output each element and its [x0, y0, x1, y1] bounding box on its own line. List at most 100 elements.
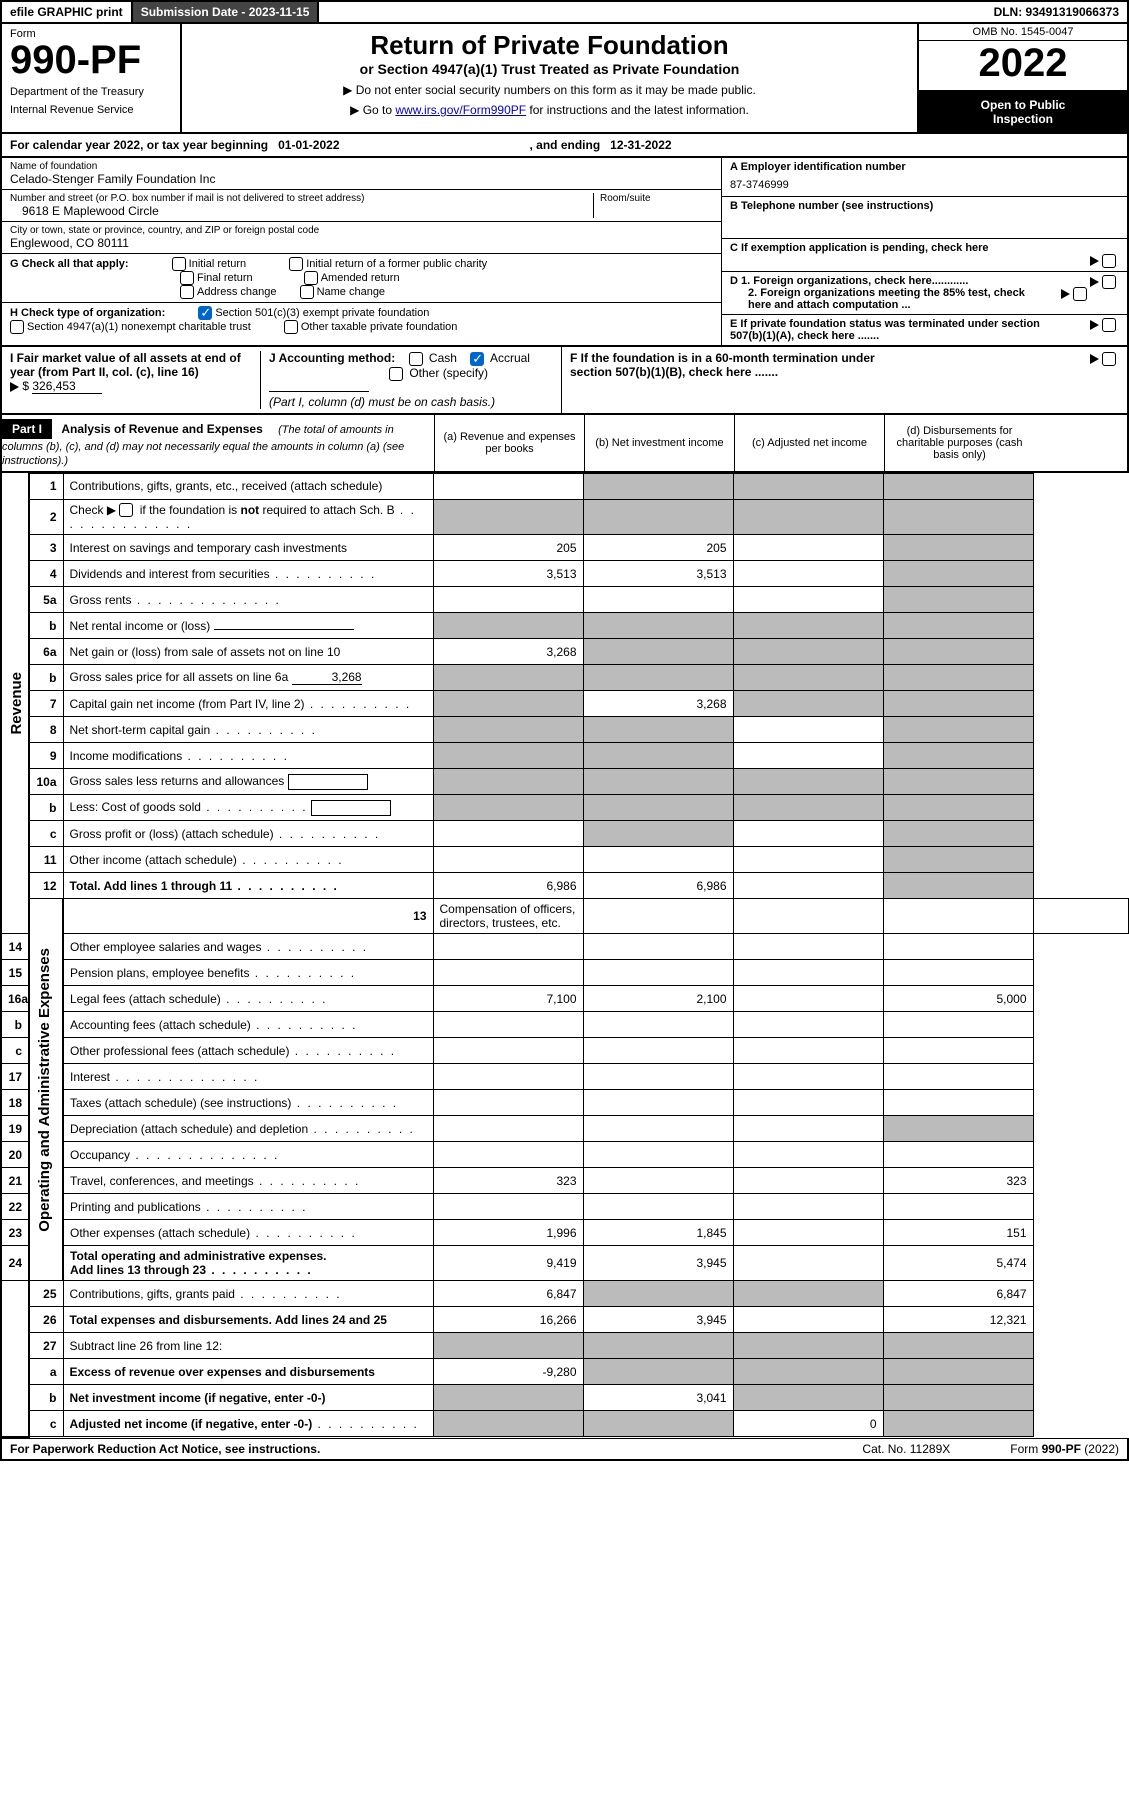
other-method-checkbox[interactable] [389, 367, 403, 381]
other-specify [269, 391, 369, 392]
table-row: 23Other expenses (attach schedule)1,9961… [1, 1220, 1129, 1246]
table-row: 17Interest [1, 1064, 1129, 1090]
part1-header-row: Part I Analysis of Revenue and Expenses … [0, 415, 1129, 473]
r21a: 323 [433, 1168, 583, 1194]
c-label: C If exemption application is pending, c… [730, 242, 989, 254]
g-o6: Name change [317, 286, 386, 298]
calyear-mid: , and ending [530, 138, 601, 152]
r3b: 205 [583, 535, 733, 561]
c-checkbox[interactable] [1102, 254, 1116, 268]
row16c-desc: Other professional fees (attach schedule… [70, 1044, 289, 1058]
efile-label: efile GRAPHIC print [2, 2, 133, 22]
d1-label: D 1. Foreign organizations, check here..… [730, 275, 968, 287]
row15-desc: Pension plans, employee benefits [70, 966, 249, 980]
expenses-side-label: Operating and Administrative Expenses [36, 948, 53, 1232]
table-row: 6aNet gain or (loss) from sale of assets… [1, 639, 1129, 665]
open-public: Open to Public Inspection [919, 92, 1127, 132]
foundation-name: Celado-Stenger Family Foundation Inc [10, 172, 713, 186]
row1-desc: Contributions, gifts, grants, etc., rece… [63, 473, 433, 499]
other-taxable-checkbox[interactable] [284, 320, 298, 334]
j-label: J Accounting method: [269, 351, 395, 365]
name-change-checkbox[interactable] [300, 285, 314, 299]
table-row: bNet investment income (if negative, ent… [1, 1385, 1129, 1411]
e-checkbox[interactable] [1102, 318, 1116, 332]
initial-former-checkbox[interactable] [289, 257, 303, 271]
h-o3: Other taxable private foundation [301, 321, 458, 333]
row27b-desc: Net investment income (if negative, ente… [70, 1391, 326, 1405]
form990pf-link[interactable]: www.irs.gov/Form990PF [395, 103, 526, 117]
note2-pre: ▶ Go to [350, 103, 395, 117]
g-o1: Initial return [189, 258, 246, 270]
row13-desc: Compensation of officers, directors, tru… [433, 899, 583, 934]
j-cash: Cash [429, 351, 457, 365]
street-address: 9618 E Maplewood Circle [10, 204, 593, 218]
row17-desc: Interest [70, 1070, 110, 1084]
row21-desc: Travel, conferences, and meetings [70, 1174, 254, 1188]
info-right: A Employer identification number 87-3746… [722, 158, 1127, 345]
foundation-name-cell: Name of foundation Celado-Stenger Family… [2, 158, 721, 190]
h-o2: Section 4947(a)(1) nonexempt charitable … [27, 321, 251, 333]
form-title-block: Return of Private Foundation or Section … [182, 24, 917, 132]
final-return-checkbox[interactable] [180, 271, 194, 285]
row14-desc: Other employee salaries and wages [70, 940, 261, 954]
f-checkbox[interactable] [1102, 352, 1116, 366]
calyear-begin: 01-01-2022 [278, 138, 339, 152]
triangle-icon [10, 382, 19, 392]
row10c-desc: Gross profit or (loss) (attach schedule) [70, 827, 274, 841]
d1-checkbox[interactable] [1102, 275, 1116, 289]
c-check: C If exemption application is pending, c… [722, 239, 1127, 272]
part1-tag: Part I [2, 419, 52, 439]
amended-return-checkbox[interactable] [304, 271, 318, 285]
row5b-desc: Net rental income or (loss) [70, 619, 211, 633]
section-501c3-checkbox[interactable] [198, 306, 212, 320]
room-label: Room/suite [600, 193, 713, 204]
ein-value: 87-3746999 [730, 173, 1119, 193]
f-check: F If the foundation is in a 60-month ter… [562, 347, 1127, 413]
schb-checkbox[interactable] [119, 503, 133, 517]
g-label: G Check all that apply: [10, 258, 129, 270]
cash-checkbox[interactable] [409, 352, 423, 366]
form-year-block: OMB No. 1545-0047 2022 Open to Public In… [917, 24, 1127, 132]
table-row: 8Net short-term capital gain [1, 717, 1129, 743]
triangle-icon [1090, 320, 1099, 330]
table-row: 10aGross sales less returns and allowanc… [1, 769, 1129, 795]
g-o2: Initial return of a former public charit… [306, 258, 487, 270]
initial-return-checkbox[interactable] [172, 257, 186, 271]
table-row: 7Capital gain net income (from Part IV, … [1, 691, 1129, 717]
part1-title-cell: Part I Analysis of Revenue and Expenses … [2, 415, 434, 471]
j-accrual: Accrual [490, 351, 530, 365]
footer-mid: Cat. No. 11289X [862, 1442, 950, 1456]
form-note1: ▶ Do not enter social security numbers o… [188, 83, 911, 97]
triangle-icon [1090, 354, 1099, 364]
table-row: 21Travel, conferences, and meetings32332… [1, 1168, 1129, 1194]
triangle-icon [1090, 256, 1099, 266]
row2-desc: Check ▶ if the foundation is not require… [70, 503, 395, 517]
row12-desc: Total. Add lines 1 through 11 [70, 879, 233, 893]
table-row: 2Check ▶ if the foundation is not requir… [1, 499, 1129, 535]
row9-desc: Income modifications [70, 749, 183, 763]
dln: DLN: 93491319066373 [986, 2, 1127, 22]
row10b-desc: Less: Cost of goods sold [70, 800, 201, 814]
address-change-checkbox[interactable] [180, 285, 194, 299]
row6a-desc: Net gain or (loss) from sale of assets n… [63, 639, 433, 665]
r23d: 151 [883, 1220, 1033, 1246]
table-row: 16aLegal fees (attach schedule)7,1002,10… [1, 986, 1129, 1012]
r27aa: -9,280 [433, 1359, 583, 1385]
d2-checkbox[interactable] [1073, 287, 1087, 301]
section-4947-checkbox[interactable] [10, 320, 24, 334]
g-o4: Amended return [321, 272, 400, 284]
dept-irs: Internal Revenue Service [10, 104, 172, 116]
r24a: 9,419 [433, 1246, 583, 1281]
r12a: 6,986 [433, 873, 583, 899]
row23-desc: Other expenses (attach schedule) [70, 1226, 250, 1240]
accrual-checkbox[interactable] [470, 352, 484, 366]
g-o5: Address change [197, 286, 277, 298]
r4a: 3,513 [433, 561, 583, 587]
name-label: Name of foundation [10, 161, 713, 172]
table-row: cGross profit or (loss) (attach schedule… [1, 821, 1129, 847]
row18-desc: Taxes (attach schedule) (see instruction… [70, 1096, 291, 1110]
row22-desc: Printing and publications [70, 1200, 201, 1214]
row10a-desc: Gross sales less returns and allowances [70, 774, 285, 788]
r23a: 1,996 [433, 1220, 583, 1246]
row19-desc: Depreciation (attach schedule) and deple… [70, 1122, 308, 1136]
